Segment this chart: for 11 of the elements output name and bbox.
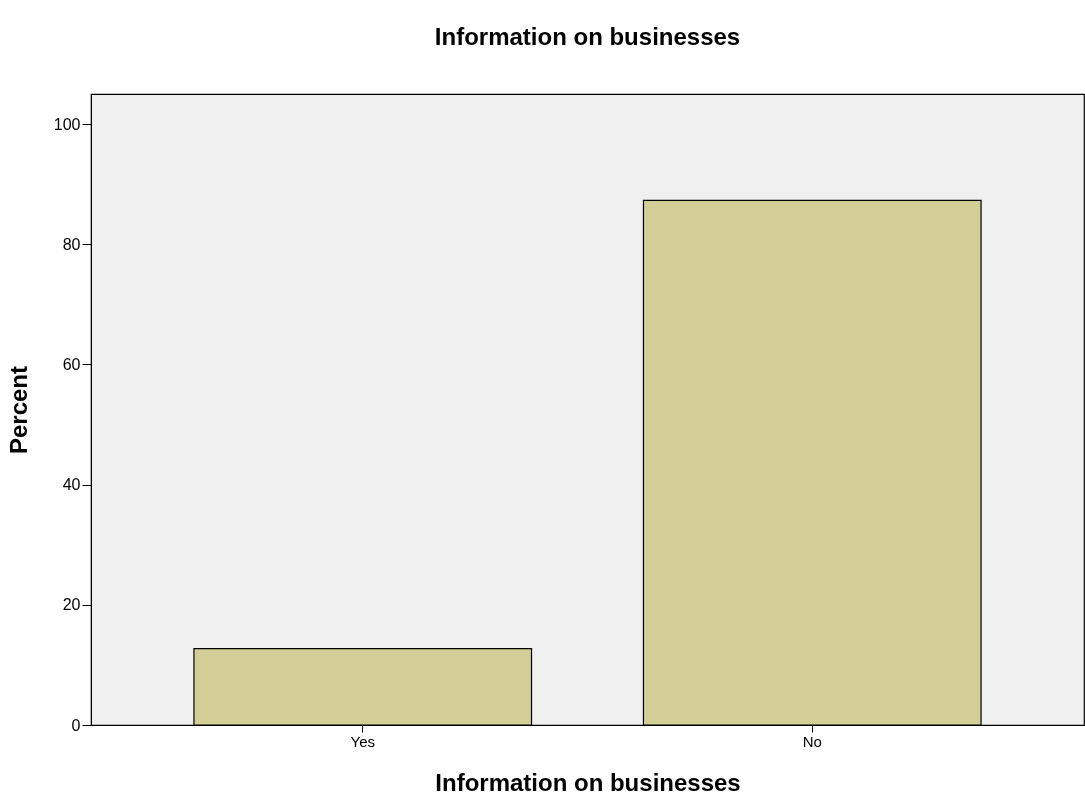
- x-tick-label: Yes: [350, 732, 375, 750]
- y-tick-label: 40: [62, 476, 81, 494]
- y-tick-label: 20: [62, 596, 81, 614]
- chart-title: Information on businesses: [434, 23, 741, 50]
- y-tick-label: 100: [53, 115, 81, 133]
- y-tick-label: 0: [71, 716, 81, 734]
- y-tick-label: 60: [62, 355, 81, 373]
- y-axis-title: Percent: [4, 365, 32, 455]
- x-axis-title: Information on businesses: [435, 768, 741, 796]
- x-tick-label: No: [802, 732, 822, 750]
- y-tick-label: 80: [62, 235, 81, 253]
